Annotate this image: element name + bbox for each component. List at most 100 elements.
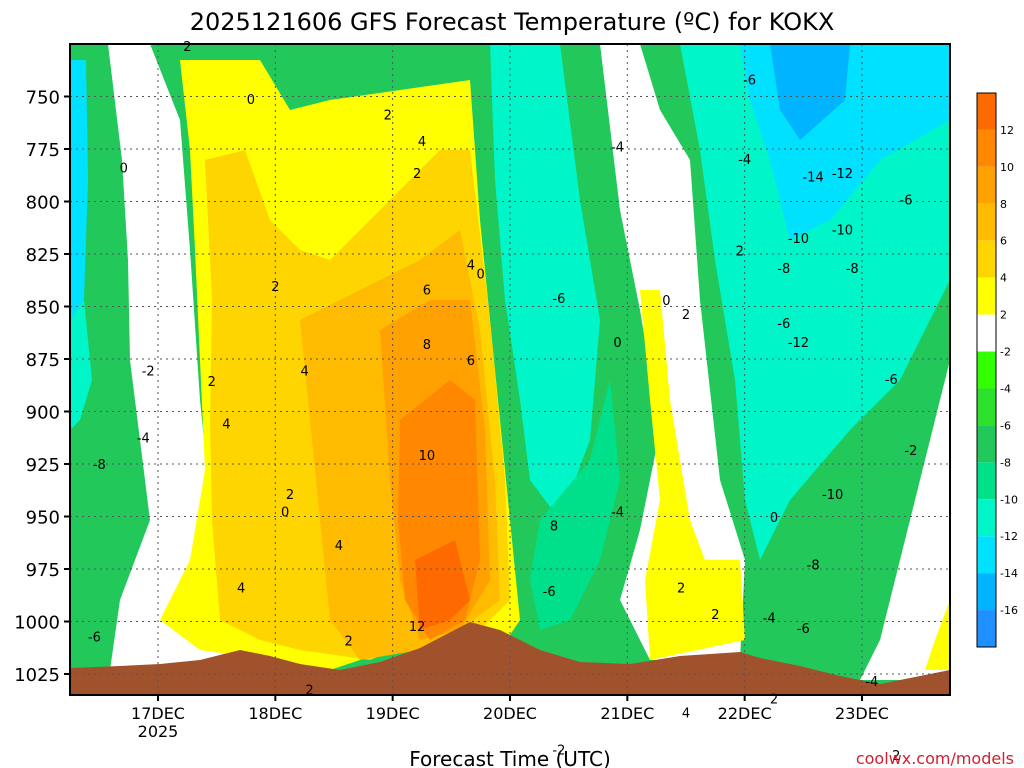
colorbar-label: -4 bbox=[1000, 382, 1011, 395]
y-tick-label: 800 bbox=[26, 193, 60, 214]
x-tick-sublabel: 2025 bbox=[138, 722, 179, 741]
x-tick-label: 17DEC bbox=[131, 704, 185, 723]
y-tick-label: 925 bbox=[26, 455, 60, 476]
contour-label: -4 bbox=[738, 153, 751, 168]
contour-label: 0 bbox=[662, 294, 670, 309]
contour-label: 2 bbox=[711, 608, 719, 623]
contour-label: -4 bbox=[763, 611, 776, 626]
contour-label: 12 bbox=[409, 620, 426, 635]
contour-label: -10 bbox=[822, 488, 843, 503]
contour-label: -10 bbox=[832, 223, 853, 238]
colorbar-band bbox=[977, 277, 996, 315]
y-axis: 750 775 800 825 850 875 900 925 950 975 1000 1025 bbox=[14, 88, 70, 686]
contour-label: -6 bbox=[543, 585, 556, 600]
contour-label: -6 bbox=[885, 373, 898, 388]
x-tick-label: 20DEC bbox=[483, 704, 537, 723]
contour-label: -12 bbox=[832, 167, 853, 182]
white-band-middle bbox=[600, 44, 745, 660]
x-tick-label: 23DEC bbox=[835, 704, 889, 723]
contour-label: -14 bbox=[802, 170, 823, 185]
contour-label: -6 bbox=[900, 193, 913, 208]
colorbar-band bbox=[977, 314, 996, 352]
warm-region-hottest bbox=[415, 540, 470, 630]
contour-label: 2 bbox=[271, 280, 279, 295]
contour-label: 2 bbox=[682, 308, 690, 323]
colorbar-label: 4 bbox=[1000, 272, 1007, 285]
contour-label: 2 bbox=[413, 167, 421, 182]
contour-label: -8 bbox=[777, 262, 790, 277]
contour-label: 4 bbox=[335, 539, 343, 554]
colorbar-band bbox=[977, 129, 996, 167]
x-tick-label: 19DEC bbox=[366, 704, 420, 723]
colorbar-band bbox=[977, 462, 996, 500]
colorbar-frame bbox=[976, 92, 997, 648]
cold-region-top-right bbox=[680, 44, 950, 560]
y-tick-label: 950 bbox=[26, 508, 60, 529]
colorbar-label: -16 bbox=[1000, 604, 1018, 617]
contour-label: 2 bbox=[736, 245, 744, 260]
contour-label: 0 bbox=[477, 267, 485, 282]
y-tick-label: 900 bbox=[26, 403, 60, 424]
contour-label: -12 bbox=[788, 336, 809, 351]
contour-label: -8 bbox=[846, 262, 859, 277]
contour-label: -4 bbox=[611, 140, 624, 155]
colorbar-label: -10 bbox=[1000, 493, 1018, 506]
contour-label: 4 bbox=[301, 364, 309, 379]
terrain-surface bbox=[70, 622, 950, 695]
contour-label: 0 bbox=[770, 511, 778, 526]
contour-label: -4 bbox=[865, 675, 878, 690]
y-tick-label: 875 bbox=[26, 350, 60, 371]
credit-text: coolwx.com/models bbox=[856, 749, 1014, 768]
chart-title: 2025121606 GFS Forecast Temperature (ºC)… bbox=[190, 8, 835, 36]
contour-label: 8 bbox=[423, 338, 431, 353]
cool-region-mid-green bbox=[530, 380, 620, 630]
colorbar-label: 10 bbox=[1000, 161, 1014, 174]
y-tick-label: 825 bbox=[26, 245, 60, 266]
colorbar-label: 6 bbox=[1000, 235, 1007, 248]
contour-label: 4 bbox=[237, 581, 245, 596]
colorbar-band bbox=[977, 499, 996, 537]
colorbar-band bbox=[977, 573, 996, 611]
contour-label: 2 bbox=[345, 634, 353, 649]
contour-label: 2 bbox=[770, 692, 778, 707]
colorbar-legend: 12 10 8 6 4 2 -2 -4 -6 -8 -10 -12 -14 -16 bbox=[976, 92, 1018, 648]
contour-label: 2 bbox=[286, 488, 294, 503]
colorbar-label: -14 bbox=[1000, 567, 1018, 580]
colorbar-label: -6 bbox=[1000, 419, 1011, 432]
colorbar-band bbox=[977, 610, 996, 647]
y-tick-label: 750 bbox=[26, 88, 60, 109]
contour-label: 0 bbox=[281, 506, 289, 521]
contour-label: -2 bbox=[904, 444, 917, 459]
x-tick-label: 21DEC bbox=[600, 704, 654, 723]
colorbar-label: -2 bbox=[1000, 346, 1011, 359]
colorbar-label: 12 bbox=[1000, 124, 1014, 137]
colorbar-band bbox=[977, 351, 996, 389]
contour-label: 2 bbox=[384, 109, 392, 124]
contour-label: -6 bbox=[797, 622, 810, 637]
contour-label: -8 bbox=[93, 458, 106, 473]
warm-region-right bbox=[640, 290, 745, 660]
contour-label: -4 bbox=[137, 431, 150, 446]
contour-label: 2 bbox=[183, 40, 191, 55]
colorbar-label: 2 bbox=[1000, 309, 1007, 322]
contour-label: -6 bbox=[743, 73, 756, 88]
y-tick-label: 775 bbox=[26, 140, 60, 161]
contour-label: 6 bbox=[423, 283, 431, 298]
contour-label: -2 bbox=[552, 744, 565, 759]
contour-label: -2 bbox=[142, 364, 155, 379]
colorbar-band bbox=[977, 93, 996, 130]
contour-label: 0 bbox=[247, 93, 255, 108]
cool-region-mid bbox=[490, 44, 600, 520]
contour-label: -6 bbox=[777, 317, 790, 332]
grid-lines bbox=[70, 44, 950, 695]
white-band-right bbox=[860, 360, 950, 680]
y-tick-label: 1000 bbox=[14, 613, 60, 634]
contour-label: 2 bbox=[677, 581, 685, 596]
contour-label: 2 bbox=[892, 749, 900, 764]
contour-label: 4 bbox=[682, 707, 690, 722]
contour-label: 8 bbox=[550, 520, 558, 535]
x-tick-label: 18DEC bbox=[248, 704, 302, 723]
